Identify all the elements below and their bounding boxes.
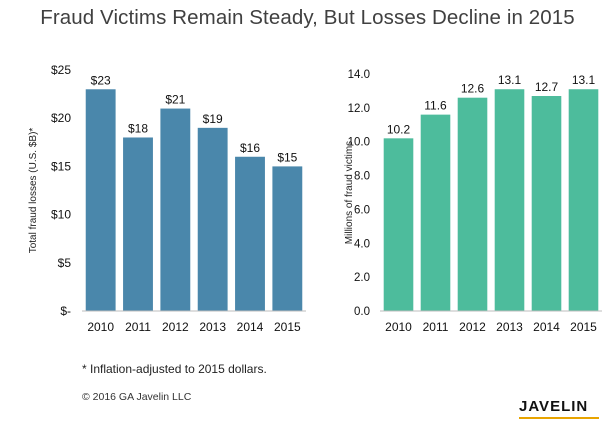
bar <box>420 114 451 311</box>
x-tick-label: 2010 <box>385 320 412 334</box>
y-tick-label: $25 <box>51 63 71 77</box>
y-tick-label: $20 <box>51 111 71 125</box>
data-label: 12.7 <box>535 80 559 94</box>
x-tick-label: 2011 <box>125 320 151 334</box>
bar <box>568 89 599 311</box>
data-label: $16 <box>240 141 260 155</box>
chart-title: Fraud Victims Remain Steady, But Losses … <box>40 6 575 29</box>
logo-underline <box>519 417 599 419</box>
y-tick-label: 0.0 <box>354 306 370 318</box>
bar <box>85 89 116 311</box>
bar <box>160 108 191 311</box>
data-label: 11.6 <box>424 99 447 113</box>
y-tick-label: 12.0 <box>348 103 370 115</box>
data-label: $21 <box>165 93 185 107</box>
x-tick-label: 2014 <box>533 320 560 334</box>
data-label: 10.2 <box>387 122 411 136</box>
y-tick-label: $10 <box>51 208 71 222</box>
bar <box>457 97 488 311</box>
y-tick-label: 2.0 <box>354 272 370 284</box>
data-label: $23 <box>91 73 111 87</box>
y-tick-label: 8.0 <box>354 171 370 183</box>
x-tick-label: 2011 <box>423 320 449 334</box>
y-tick-label: 10.0 <box>348 137 370 149</box>
bar <box>197 127 228 311</box>
bar <box>383 138 414 311</box>
x-tick-label: 2013 <box>199 320 226 334</box>
javelin-logo: JAVELIN <box>519 398 589 415</box>
y-axis-title: Millions of fraud victims <box>344 141 355 244</box>
y-tick-label: 4.0 <box>354 238 370 250</box>
data-label: $19 <box>203 112 223 126</box>
x-tick-label: 2014 <box>237 320 264 334</box>
data-label: 13.1 <box>498 73 522 87</box>
x-tick-label: 2012 <box>162 320 189 334</box>
bar <box>494 89 525 311</box>
bar <box>531 96 562 311</box>
y-axis-title: Total fraud losses (U.S. $B)* <box>28 128 39 254</box>
bar <box>272 166 303 311</box>
y-tick-label: $5 <box>58 256 72 270</box>
bar <box>123 137 153 311</box>
x-tick-label: 2015 <box>274 320 301 334</box>
data-label: 13.1 <box>572 73 596 87</box>
bar <box>235 156 265 311</box>
x-tick-label: 2013 <box>496 320 523 334</box>
footnote: * Inflation-adjusted to 2015 dollars. <box>82 362 267 376</box>
copyright: © 2016 GA Javelin LLC <box>82 391 192 403</box>
data-label: $18 <box>128 121 148 135</box>
data-label: 12.6 <box>461 82 485 96</box>
x-tick-label: 2010 <box>87 320 114 334</box>
y-tick-label: 14.0 <box>348 69 370 81</box>
y-tick-label: 6.0 <box>354 204 370 216</box>
y-tick-label: $15 <box>51 159 71 173</box>
y-tick-label: $- <box>60 304 71 318</box>
data-label: $15 <box>277 150 297 164</box>
x-tick-label: 2012 <box>459 320 486 334</box>
x-tick-label: 2015 <box>570 320 597 334</box>
